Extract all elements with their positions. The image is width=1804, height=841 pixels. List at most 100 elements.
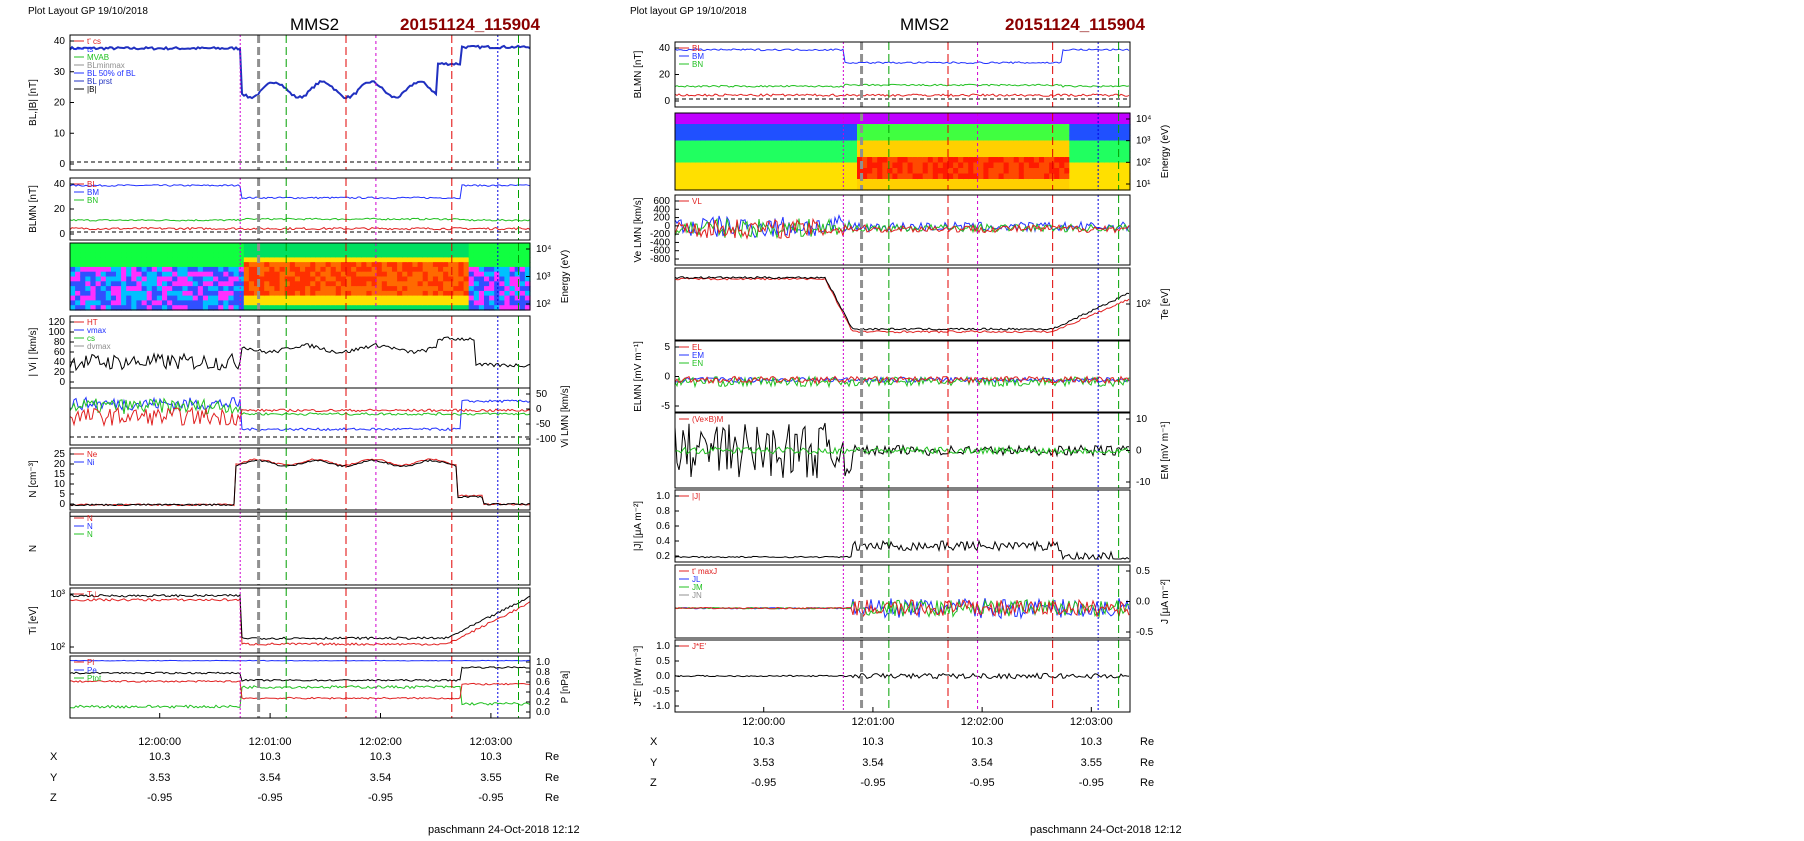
density-tick-label: 15 [54, 469, 66, 480]
ion_spectrogram-cell [243, 257, 250, 263]
ion_spectrogram-cell [340, 290, 347, 297]
ion_spectrogram-cell [356, 286, 362, 292]
e_spectrogram-cell [791, 124, 797, 131]
ion_spectrogram-cell [294, 262, 301, 268]
e_spectrogram-cell [912, 140, 919, 147]
e_spectrogram-cell [1008, 146, 1015, 153]
e_spectrogram-cell [826, 151, 833, 158]
e_spectrogram-cell [1084, 124, 1091, 131]
e_spectrogram-cell [755, 157, 762, 164]
ion_spectrogram-cell [427, 266, 434, 273]
ephemeris-label-y: Y [650, 757, 658, 769]
e_spectrogram-cell [922, 129, 929, 136]
ephemeris-value: 10.3 [862, 736, 883, 748]
e_spectrogram-cell [872, 179, 878, 186]
ion_spectrogram-cell [110, 247, 117, 254]
e_spectrogram-cell [1089, 179, 1096, 186]
vi_lmn-axis-label: Vi LMN [km/s] [560, 385, 571, 447]
ion_spectrogram-cell [427, 305, 434, 311]
e_spectrogram-cell [771, 140, 777, 147]
e_spectrogram-cell [872, 129, 878, 136]
ion_spectrogram-cell [156, 281, 163, 287]
ion_spectrogram-cell [259, 252, 265, 258]
ion_spectrogram-cell [519, 276, 526, 282]
e_spectrogram-cell [1089, 151, 1096, 158]
ion_spectrogram-cell [519, 290, 526, 297]
e_spectrogram-cell [755, 184, 762, 191]
ion_spectrogram-cell [70, 295, 76, 301]
e_spectrogram-cell [1039, 157, 1045, 164]
e_spectrogram-cell [892, 113, 899, 120]
ion_spectrogram-cell [269, 290, 275, 297]
e_spectrogram-cell [1099, 129, 1106, 136]
ion_spectrogram-cell [105, 276, 112, 282]
ion_spectrogram-cell [156, 300, 163, 306]
ion_spectrogram-cell [458, 276, 465, 282]
j_lmn-legend-entry: t' maxJ [692, 567, 717, 576]
e_spectrogram-cell [937, 179, 944, 186]
e_spectrogram-cell [1003, 184, 1010, 191]
e_spectrogram-cell [821, 124, 828, 131]
e_lmn-frame [674, 340, 1131, 413]
ion_spectrogram-cell [116, 305, 122, 311]
e_spectrogram-cell [735, 118, 742, 125]
e_spectrogram-cell [786, 113, 792, 120]
ephemeris-label-x: X [650, 736, 658, 748]
ion_spectrogram-cell [315, 295, 321, 301]
e_spectrogram-cell [766, 184, 772, 191]
e_spectrogram-cell [836, 168, 843, 175]
ion_spectrogram-cell [366, 290, 373, 297]
ion_spectrogram-cell [443, 300, 449, 306]
ion_spectrogram-cell [448, 286, 454, 292]
e_spectrogram-cell [902, 157, 909, 164]
ion_spectrogram-cell [264, 295, 270, 301]
e_spectrogram-cell [877, 173, 883, 180]
e_spectrogram-cell [988, 113, 995, 120]
panel-vi_lmn: 500-50-100 Vi LMN [km/s] [69, 385, 571, 448]
e_spectrogram-cell [1069, 135, 1075, 142]
e_spectrogram-cell [862, 113, 868, 120]
e_spectrogram-cell [993, 146, 1000, 153]
jdote-tick-label: 1.0 [656, 641, 670, 652]
e_spectrogram-cell [1003, 124, 1010, 131]
e_spectrogram-cell [968, 173, 974, 180]
e_spectrogram-cell [877, 179, 883, 186]
e_spectrogram-cell [801, 162, 808, 169]
e_spectrogram-cell [811, 151, 818, 158]
e_spectrogram-cell [680, 129, 686, 136]
ion_spectrogram-cell [484, 295, 490, 301]
e_spectrogram-cell [988, 129, 995, 136]
ion_spectrogram-cell [213, 247, 219, 254]
ion_spectrogram-cell [300, 247, 306, 254]
e_spectrogram-cell [1109, 157, 1116, 164]
e_spectrogram-cell [993, 113, 1000, 120]
e_spectrogram-cell [927, 135, 934, 142]
ion_spectrogram-cell [172, 290, 178, 297]
e_spectrogram-cell [781, 113, 787, 120]
e_spectrogram-cell [720, 113, 727, 120]
ion_spectrogram-cell [412, 271, 419, 278]
ion_spectrogram-cell [146, 243, 153, 249]
e_spectrogram-cell [826, 173, 833, 180]
ion_spectrogram-cell [443, 247, 449, 254]
ion_spectrogram-cell [279, 281, 286, 287]
e_spectrogram-cell [872, 146, 878, 153]
ion_spectrogram-cell [366, 257, 373, 263]
e_spectrogram-cell [710, 157, 717, 164]
e_spectrogram-cell [1033, 129, 1040, 136]
ion_spectrogram-cell [381, 243, 388, 249]
ion_spectrogram-cell [422, 305, 429, 311]
e_spectrogram-cell [862, 118, 868, 125]
ion_spectrogram-cell [478, 243, 485, 249]
ion_spectrogram-cell [489, 300, 495, 306]
e_spectrogram-cell [690, 173, 696, 180]
ion_spectrogram-cell [182, 286, 189, 292]
ion_spectrogram-cell [197, 295, 204, 301]
ion_spectrogram-cell [351, 295, 357, 301]
ion_spectrogram-cell [514, 281, 521, 287]
ion_spectrogram-cell [310, 243, 316, 249]
ion_spectrogram-cell [504, 286, 511, 292]
e_spectrogram-cell [710, 113, 717, 120]
ephemeris-value: 3.55 [480, 772, 501, 784]
e_spectrogram-cell [695, 124, 701, 131]
